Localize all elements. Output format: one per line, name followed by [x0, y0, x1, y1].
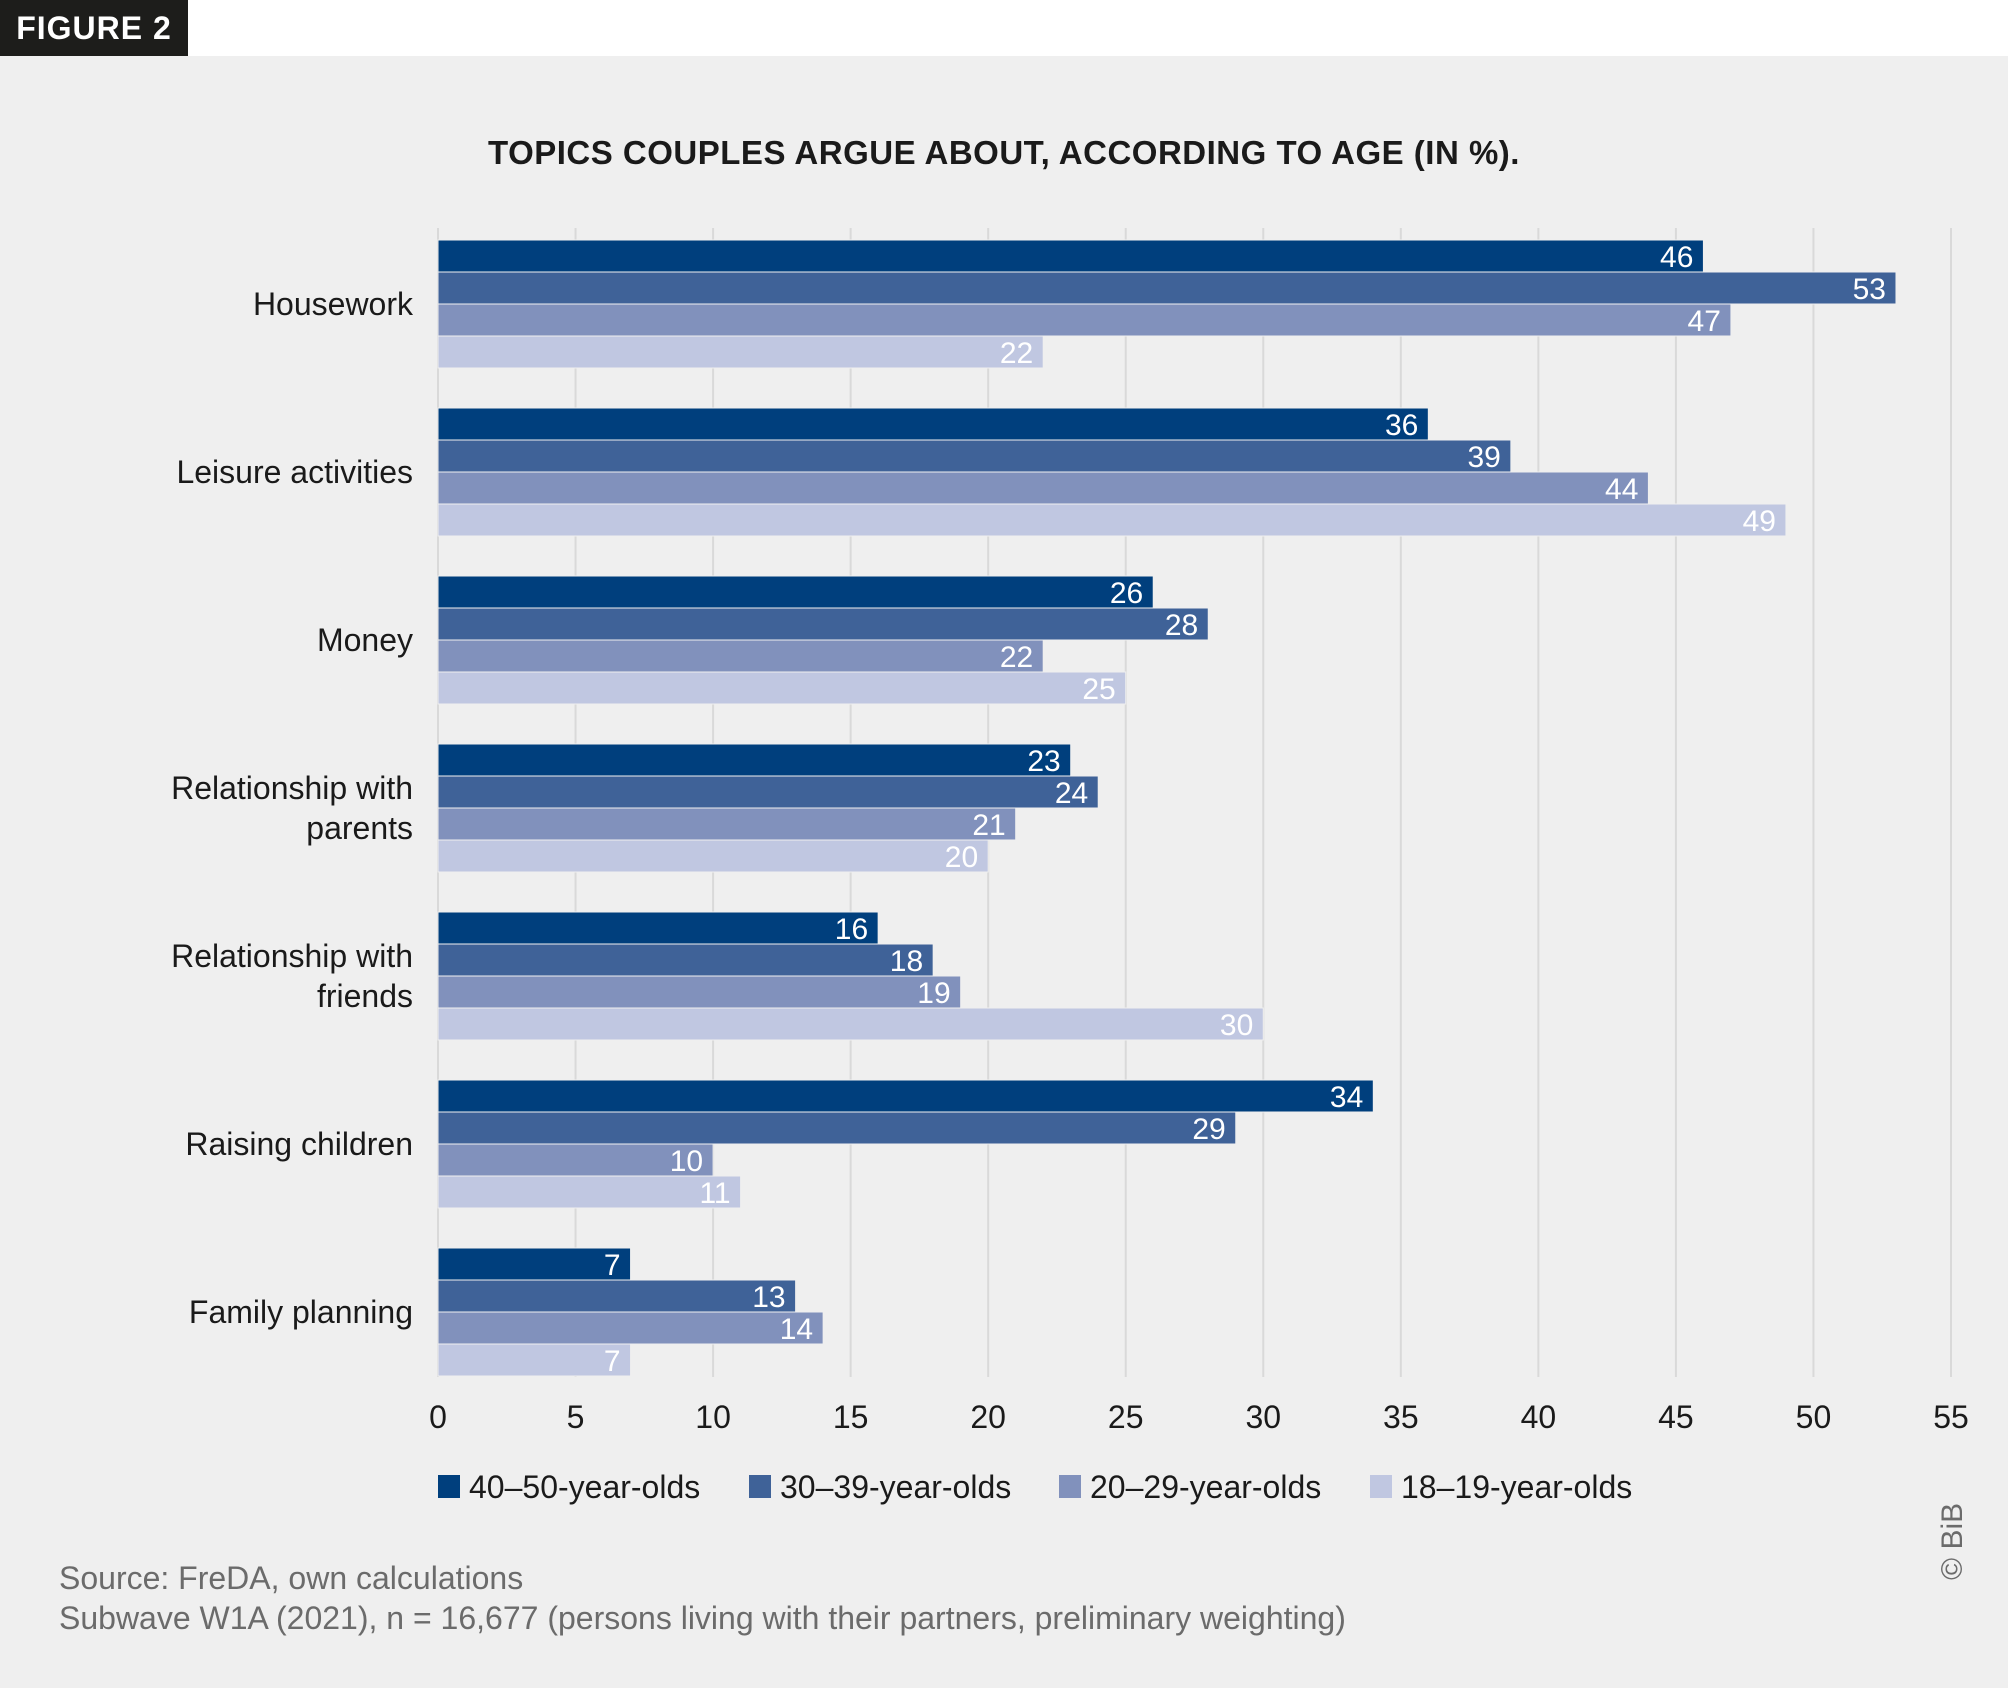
category-label: Money	[317, 622, 413, 658]
x-tick-label: 50	[1796, 1399, 1832, 1435]
data-label: 10	[670, 1145, 703, 1178]
data-label: 7	[604, 1249, 621, 1282]
bar	[437, 671, 1127, 705]
x-tick-label: 55	[1933, 1399, 1969, 1435]
data-label: 13	[752, 1281, 785, 1314]
bar	[437, 303, 1732, 337]
bar	[437, 975, 962, 1009]
data-label: 20	[945, 841, 978, 874]
data-label: 14	[780, 1313, 813, 1346]
category-label: Relationship with	[171, 770, 413, 806]
bar	[437, 1111, 1237, 1145]
bar	[437, 1247, 632, 1281]
x-tick-label: 15	[833, 1399, 869, 1435]
bar	[437, 239, 1704, 273]
x-tick-label: 35	[1383, 1399, 1419, 1435]
bar	[437, 943, 934, 977]
bar	[437, 439, 1512, 473]
data-label: 29	[1192, 1113, 1225, 1146]
data-label: 23	[1027, 745, 1060, 778]
bar	[437, 1007, 1264, 1041]
data-label: 16	[835, 913, 868, 946]
x-tick-label: 45	[1658, 1399, 1694, 1435]
data-label: 21	[972, 809, 1005, 842]
data-label: 19	[917, 977, 950, 1010]
copyright: © BiB	[1936, 1502, 1969, 1580]
category-label: Leisure activities	[176, 454, 413, 490]
bar	[437, 575, 1154, 609]
bar	[437, 503, 1787, 537]
bar	[437, 407, 1429, 441]
legend-label: 18–19-year-olds	[1401, 1469, 1632, 1505]
category-label: Housework	[253, 286, 414, 322]
data-label: 26	[1110, 577, 1143, 610]
x-tick-label: 5	[567, 1399, 585, 1435]
category-label: friends	[317, 978, 413, 1014]
bar	[437, 807, 1017, 841]
data-label: 47	[1688, 305, 1721, 338]
data-label: 53	[1853, 273, 1886, 306]
x-tick-label: 0	[429, 1399, 447, 1435]
legend-label: 40–50-year-olds	[469, 1469, 700, 1505]
data-label: 36	[1385, 409, 1418, 442]
bar	[437, 1079, 1374, 1113]
bar	[437, 1311, 824, 1345]
bar	[437, 471, 1649, 505]
data-label: 28	[1165, 609, 1198, 642]
data-label: 22	[1000, 337, 1033, 370]
data-label: 25	[1082, 673, 1115, 706]
data-label: 11	[699, 1177, 730, 1210]
top-band	[0, 0, 2008, 56]
bar	[437, 839, 989, 873]
category-label: Raising children	[185, 1126, 413, 1162]
source-line-2: Subwave W1A (2021), n = 16,677 (persons …	[59, 1600, 1346, 1636]
x-tick-label: 20	[970, 1399, 1006, 1435]
legend-label: 30–39-year-olds	[780, 1469, 1011, 1505]
data-label: 34	[1330, 1081, 1363, 1114]
bar	[437, 271, 1897, 305]
legend-swatch	[1059, 1475, 1081, 1498]
data-label: 46	[1660, 241, 1693, 274]
data-label: 39	[1467, 441, 1500, 474]
x-tick-label: 25	[1108, 1399, 1144, 1435]
data-label: 44	[1605, 473, 1638, 506]
legend-label: 20–29-year-olds	[1090, 1469, 1321, 1505]
data-label: 49	[1743, 505, 1776, 538]
data-label: 30	[1220, 1009, 1253, 1042]
x-tick-label: 10	[695, 1399, 731, 1435]
bar	[437, 1343, 632, 1377]
legend-swatch	[438, 1475, 460, 1498]
bar	[437, 775, 1099, 809]
data-label: 7	[604, 1345, 621, 1378]
bar	[437, 1175, 742, 1209]
data-label: 22	[1000, 641, 1033, 674]
bar	[437, 1143, 714, 1177]
x-tick-label: 30	[1245, 1399, 1281, 1435]
category-label: Family planning	[189, 1294, 413, 1330]
bar	[437, 743, 1072, 777]
legend-swatch	[1370, 1475, 1392, 1498]
x-tick-label: 40	[1521, 1399, 1557, 1435]
bar	[437, 1279, 797, 1313]
bar	[437, 911, 879, 945]
source-line-1: Source: FreDA, own calculations	[59, 1560, 524, 1596]
figure-label: FIGURE 2	[0, 0, 188, 56]
category-label: Relationship with	[171, 938, 413, 974]
legend-swatch	[749, 1475, 771, 1498]
bar	[437, 335, 1044, 369]
bar	[437, 607, 1209, 641]
chart-title: TOPICS COUPLES ARGUE ABOUT, ACCORDING TO…	[488, 134, 1520, 171]
data-label: 18	[890, 945, 923, 978]
data-label: 24	[1055, 777, 1088, 810]
category-label: parents	[306, 810, 413, 846]
bar	[437, 639, 1044, 673]
